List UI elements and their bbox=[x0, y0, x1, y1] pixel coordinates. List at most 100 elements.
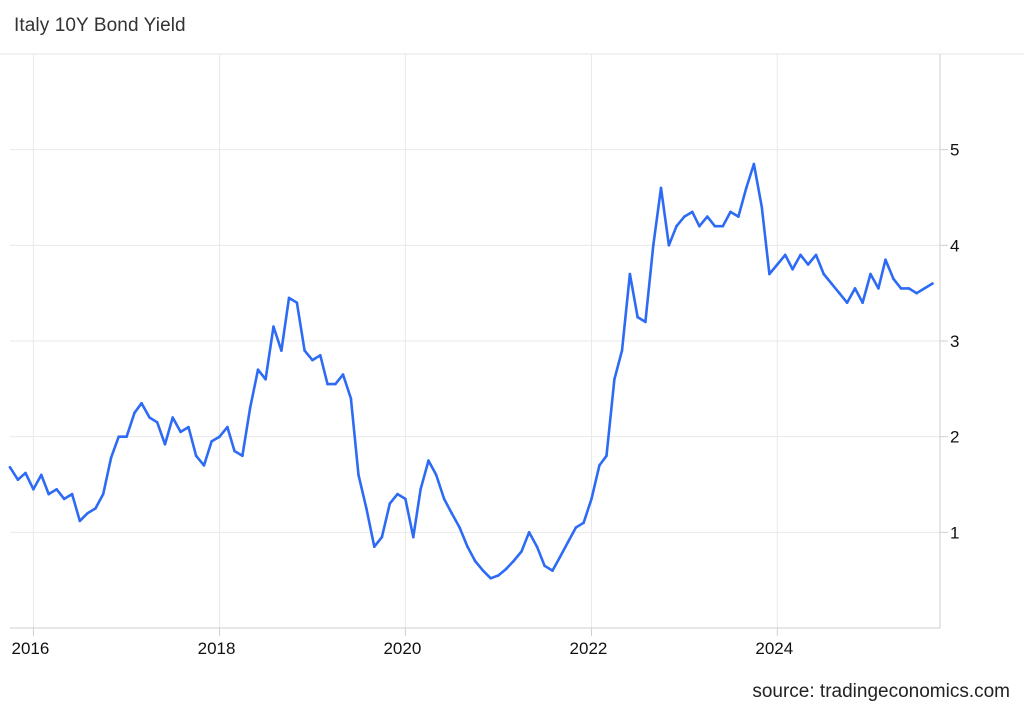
data-point bbox=[582, 521, 585, 525]
data-point bbox=[450, 511, 454, 515]
data-point bbox=[783, 253, 787, 257]
x-tick-label-2018: 2018 bbox=[198, 639, 236, 658]
tick-labels: 1 2 3 4 5 2016 2018 2020 2022 2024 bbox=[12, 141, 960, 658]
data-point bbox=[869, 272, 872, 276]
data-point bbox=[861, 301, 864, 305]
data-point bbox=[497, 574, 500, 577]
data-point bbox=[117, 435, 120, 439]
data-point bbox=[520, 550, 523, 553]
data-point bbox=[931, 282, 934, 285]
data-point bbox=[806, 263, 810, 266]
data-point bbox=[427, 459, 430, 462]
data-point bbox=[442, 497, 446, 501]
data-point bbox=[845, 301, 849, 305]
data-point bbox=[78, 519, 82, 523]
data-point bbox=[256, 368, 260, 372]
data-point bbox=[365, 507, 368, 510]
data-point bbox=[776, 263, 779, 266]
x-tick-label-2020: 2020 bbox=[383, 639, 421, 658]
data-point bbox=[590, 497, 593, 501]
data-point bbox=[675, 224, 678, 228]
data-point bbox=[295, 301, 299, 305]
data-point bbox=[636, 315, 639, 319]
data-point bbox=[396, 492, 399, 496]
data-point bbox=[109, 456, 113, 460]
data-point bbox=[838, 291, 841, 295]
data-point bbox=[226, 425, 229, 429]
data-point bbox=[62, 497, 66, 501]
data-point bbox=[659, 186, 663, 190]
data-point bbox=[210, 440, 213, 443]
x-tick-label-2016: 2016 bbox=[12, 639, 50, 658]
data-point bbox=[644, 320, 647, 324]
data-point bbox=[535, 545, 539, 548]
data-point bbox=[148, 416, 151, 419]
data-point bbox=[512, 559, 515, 563]
data-point bbox=[466, 545, 469, 548]
x-tick-label-2024: 2024 bbox=[755, 639, 793, 658]
data-point bbox=[341, 373, 345, 376]
data-point bbox=[559, 555, 562, 558]
data-point bbox=[729, 210, 732, 214]
data-point bbox=[505, 567, 508, 570]
series-layer bbox=[8, 162, 934, 580]
source-note: source: tradingeconomics.com bbox=[752, 681, 1010, 702]
data-point bbox=[721, 224, 725, 228]
data-point bbox=[86, 511, 89, 515]
data-point bbox=[179, 430, 182, 434]
data-point bbox=[434, 473, 438, 477]
data-point bbox=[326, 382, 329, 386]
data-point bbox=[822, 272, 825, 276]
data-point bbox=[412, 535, 415, 539]
data-point bbox=[752, 162, 756, 166]
data-point bbox=[202, 464, 206, 467]
data-point bbox=[8, 466, 12, 469]
y-tick-label-4: 4 bbox=[950, 236, 959, 255]
data-point bbox=[155, 421, 159, 424]
data-point bbox=[473, 559, 477, 563]
data-point bbox=[923, 287, 926, 290]
data-point bbox=[620, 349, 624, 352]
y-tick-label-5: 5 bbox=[950, 141, 959, 160]
data-point bbox=[551, 569, 554, 572]
data-point bbox=[760, 205, 764, 209]
chart-title: Italy 10Y Bond Yield bbox=[14, 15, 186, 36]
data-point bbox=[388, 502, 392, 505]
data-point bbox=[287, 296, 291, 300]
axis-frame bbox=[0, 53, 1024, 636]
data-point bbox=[698, 224, 701, 228]
data-point bbox=[194, 454, 198, 458]
data-point bbox=[125, 435, 128, 439]
data-point bbox=[233, 449, 236, 453]
data-point bbox=[605, 454, 608, 458]
data-point bbox=[768, 272, 771, 276]
data-point bbox=[489, 577, 493, 580]
data-point bbox=[613, 378, 616, 381]
data-point bbox=[598, 464, 601, 467]
y-tick-label-1: 1 bbox=[950, 523, 959, 542]
data-point bbox=[163, 443, 167, 446]
data-point bbox=[691, 210, 694, 214]
data-point bbox=[373, 545, 376, 548]
data-point bbox=[853, 287, 857, 290]
data-point bbox=[16, 478, 20, 482]
y-tick-label-3: 3 bbox=[950, 332, 959, 351]
data-point bbox=[94, 507, 97, 510]
y-tick-label-2: 2 bbox=[950, 428, 959, 447]
data-point bbox=[543, 564, 546, 568]
data-point bbox=[706, 215, 709, 218]
data-point bbox=[877, 287, 880, 290]
data-point bbox=[791, 268, 794, 271]
data-point bbox=[24, 471, 27, 475]
data-point bbox=[404, 497, 407, 501]
data-point bbox=[357, 473, 360, 477]
data-point bbox=[248, 406, 252, 410]
data-point bbox=[218, 435, 221, 439]
data-point bbox=[683, 215, 686, 218]
data-point bbox=[527, 531, 531, 534]
data-point bbox=[380, 535, 384, 539]
data-point bbox=[272, 325, 275, 328]
data-point bbox=[70, 492, 74, 496]
data-point bbox=[884, 258, 887, 262]
